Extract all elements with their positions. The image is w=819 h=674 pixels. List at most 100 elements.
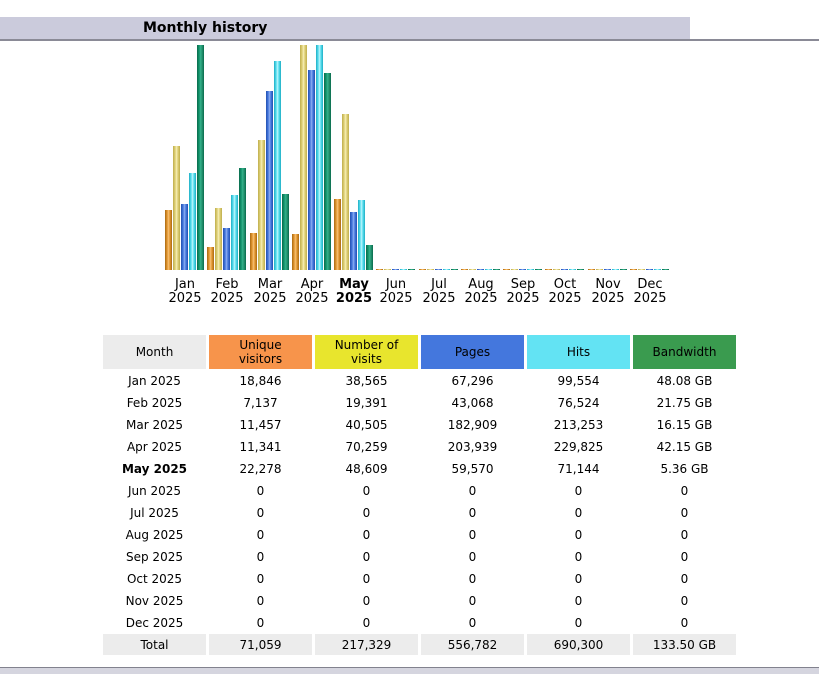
bar-bandwidth-gb--sep bbox=[535, 269, 542, 270]
table-row-jun-2025: Jun 2025 0 0 0 0 0 bbox=[103, 480, 736, 501]
value-cell-pages: 43,068 bbox=[421, 392, 524, 413]
bar-hits-oct bbox=[569, 269, 576, 270]
total-value-cell-bandwidth: 133.50 GB bbox=[633, 634, 736, 655]
bar-unique-visitors-oct bbox=[545, 269, 552, 270]
bar-unique-visitors-mar bbox=[250, 233, 257, 270]
value-cell-number-of-visits: 0 bbox=[315, 524, 418, 545]
bar-number-of-visits-sep bbox=[511, 269, 518, 270]
chart-labels: Jan 2025 Feb 2025 Mar 2025 Apr 2025 May 2025 Jun 20… bbox=[0, 278, 819, 308]
value-cell-unique-visitors: 22,278 bbox=[209, 458, 312, 479]
value-cell-unique-visitors: 0 bbox=[209, 568, 312, 589]
value-cell-unique-visitors: 11,341 bbox=[209, 436, 312, 457]
bar-number-of-visits-dec bbox=[638, 269, 645, 270]
month-label-jun: Jun 2025 bbox=[379, 277, 413, 306]
month-cell: Nov 2025 bbox=[103, 590, 206, 611]
table-body: Jan 2025 18,846 38,565 67,296 99,554 48.08 GB… bbox=[103, 370, 736, 655]
bar-pages-feb bbox=[223, 228, 230, 270]
bar-pages-aug bbox=[477, 269, 484, 270]
value-cell-pages: 0 bbox=[421, 524, 524, 545]
bar-hits-nov bbox=[612, 269, 619, 270]
next-section-bar bbox=[0, 667, 819, 674]
column-header-pages: Pages bbox=[421, 335, 524, 369]
bar-unique-visitors-jun bbox=[376, 269, 383, 270]
month-label-aug: Aug 2025 bbox=[464, 277, 498, 306]
total-value-cell-pages: 556,782 bbox=[421, 634, 524, 655]
total-value-cell-unique-visitors: 71,059 bbox=[209, 634, 312, 655]
column-header-number-of-visits: Number of visits bbox=[315, 335, 418, 369]
table-row-aug-2025: Aug 2025 0 0 0 0 0 bbox=[103, 524, 736, 545]
value-cell-number-of-visits: 48,609 bbox=[315, 458, 418, 479]
table-row-jul-2025: Jul 2025 0 0 0 0 0 bbox=[103, 502, 736, 523]
bar-bandwidth-gb--nov bbox=[620, 269, 627, 270]
value-cell-bandwidth: 0 bbox=[633, 480, 736, 501]
table-row-may-2025: May 2025 22,278 48,609 59,570 71,144 5.36 GB bbox=[103, 458, 736, 479]
value-cell-number-of-visits: 0 bbox=[315, 502, 418, 523]
month-label-may: May 2025 bbox=[335, 277, 373, 306]
bar-hits-dec bbox=[654, 269, 661, 270]
value-cell-number-of-visits: 40,505 bbox=[315, 414, 418, 435]
bar-hits-sep bbox=[527, 269, 534, 270]
bar-number-of-visits-jan bbox=[173, 146, 180, 270]
month-cell: Sep 2025 bbox=[103, 546, 206, 567]
bar-unique-visitors-sep bbox=[503, 269, 510, 270]
value-cell-pages: 67,296 bbox=[421, 370, 524, 391]
bar-pages-jan bbox=[181, 204, 188, 270]
horizontal-divider bbox=[0, 39, 819, 41]
value-cell-hits: 99,554 bbox=[527, 370, 630, 391]
bar-bandwidth-gb--dec bbox=[662, 269, 669, 270]
table-header-row: Month Unique visitors Number of visits Page… bbox=[103, 335, 736, 369]
value-cell-bandwidth: 0 bbox=[633, 502, 736, 523]
bar-bandwidth-gb--apr bbox=[324, 73, 331, 270]
value-cell-hits: 0 bbox=[527, 612, 630, 633]
bar-hits-jun bbox=[400, 269, 407, 270]
bar-hits-mar bbox=[274, 61, 281, 270]
value-cell-number-of-visits: 0 bbox=[315, 568, 418, 589]
value-cell-bandwidth: 42.15 GB bbox=[633, 436, 736, 457]
bar-pages-oct bbox=[561, 269, 568, 270]
value-cell-pages: 0 bbox=[421, 590, 524, 611]
value-cell-hits: 0 bbox=[527, 590, 630, 611]
table-row-feb-2025: Feb 2025 7,137 19,391 43,068 76,524 21.75 GB bbox=[103, 392, 736, 413]
bar-number-of-visits-feb bbox=[215, 208, 222, 270]
value-cell-unique-visitors: 18,846 bbox=[209, 370, 312, 391]
value-cell-hits: 229,825 bbox=[527, 436, 630, 457]
value-cell-unique-visitors: 0 bbox=[209, 612, 312, 633]
bar-number-of-visits-oct bbox=[553, 269, 560, 270]
month-cell: Jun 2025 bbox=[103, 480, 206, 501]
value-cell-number-of-visits: 0 bbox=[315, 480, 418, 501]
bar-bandwidth-gb--jun bbox=[408, 269, 415, 270]
value-cell-bandwidth: 21.75 GB bbox=[633, 392, 736, 413]
month-label-feb: Feb 2025 bbox=[210, 277, 244, 306]
bar-number-of-visits-aug bbox=[469, 269, 476, 270]
column-header-unique-visitors: Unique visitors bbox=[209, 335, 312, 369]
bar-unique-visitors-jan bbox=[165, 210, 172, 270]
month-cell: Mar 2025 bbox=[103, 414, 206, 435]
bar-pages-apr bbox=[308, 70, 315, 270]
month-label-apr: Apr 2025 bbox=[295, 277, 329, 306]
column-header-bandwidth: Bandwidth bbox=[633, 335, 736, 369]
month-label-sep: Sep 2025 bbox=[506, 277, 540, 306]
value-cell-bandwidth: 0 bbox=[633, 568, 736, 589]
bar-bandwidth-gb--feb bbox=[239, 168, 246, 270]
value-cell-number-of-visits: 19,391 bbox=[315, 392, 418, 413]
bar-pages-dec bbox=[646, 269, 653, 270]
month-cell: Dec 2025 bbox=[103, 612, 206, 633]
value-cell-bandwidth: 48.08 GB bbox=[633, 370, 736, 391]
table-row-total: Total 71,059 217,329 556,782 690,300 133.50 G… bbox=[103, 634, 736, 655]
table-row-jan-2025: Jan 2025 18,846 38,565 67,296 99,554 48.08 GB bbox=[103, 370, 736, 391]
bar-number-of-visits-mar bbox=[258, 140, 265, 270]
month-cell: Oct 2025 bbox=[103, 568, 206, 589]
total-value-cell-hits: 690,300 bbox=[527, 634, 630, 655]
bar-number-of-visits-apr bbox=[300, 45, 307, 270]
bar-bandwidth-gb--jul bbox=[451, 269, 458, 270]
value-cell-unique-visitors: 0 bbox=[209, 546, 312, 567]
table-row-mar-2025: Mar 2025 11,457 40,505 182,909 213,253 16.15 … bbox=[103, 414, 736, 435]
bar-unique-visitors-feb bbox=[207, 247, 214, 270]
value-cell-unique-visitors: 11,457 bbox=[209, 414, 312, 435]
value-cell-pages: 0 bbox=[421, 546, 524, 567]
table-row-nov-2025: Nov 2025 0 0 0 0 0 bbox=[103, 590, 736, 611]
month-label-jan: Jan 2025 bbox=[168, 277, 202, 306]
value-cell-pages: 0 bbox=[421, 612, 524, 633]
bar-hits-apr bbox=[316, 45, 323, 270]
